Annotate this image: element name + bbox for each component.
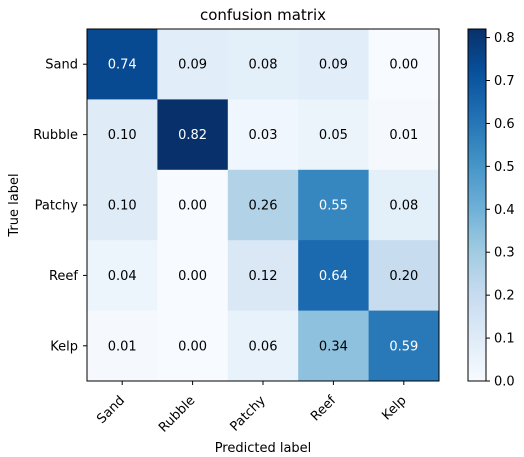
cell-value-label: 0.03 <box>249 128 278 143</box>
cell-value-label: 0.10 <box>108 128 137 143</box>
heatmap-cell <box>157 29 229 100</box>
x-tick-label: Sand <box>94 393 128 427</box>
heatmap-cell <box>368 99 440 171</box>
heatmap-cell <box>298 240 370 312</box>
heatmap-cell <box>87 99 158 171</box>
cell-value-label: 0.01 <box>108 339 137 354</box>
heatmap-cell <box>368 169 440 241</box>
heatmap-cell <box>157 240 229 312</box>
heatmap-cell <box>157 99 229 171</box>
y-tick-label: Kelp <box>50 339 78 354</box>
x-axis: Sand Rubble Patchy Reef Kelp <box>94 381 410 436</box>
cell-value-label: 0.00 <box>178 339 207 354</box>
heatmap-cell <box>227 29 299 100</box>
heatmap-cell <box>227 169 299 241</box>
colorbar-tick-label: 0.4 <box>494 203 515 218</box>
heatmap-cell <box>87 240 158 312</box>
colorbar-tick-label: 0.8 <box>494 31 515 46</box>
colorbar-tick-label: 0.3 <box>494 246 515 261</box>
cell-value-label: 0.09 <box>178 58 207 73</box>
cell-value-label: 0.55 <box>319 199 348 214</box>
x-tick-label: Rubble <box>156 393 198 435</box>
heatmap-cell <box>157 310 229 382</box>
colorbar-tick-label: 0.6 <box>494 117 515 132</box>
cell-value-label: 0.59 <box>389 339 418 354</box>
colorbar-tick-label: 0.0 <box>494 375 515 390</box>
cell-value-label: 0.12 <box>249 269 278 284</box>
x-tick-label: Kelp <box>379 393 409 423</box>
colorbar-tick-label: 0.1 <box>494 332 515 347</box>
colorbar-tick-label: 0.2 <box>494 289 515 304</box>
cell-value-label: 0.08 <box>389 199 418 214</box>
cell-value-label: 0.04 <box>108 269 137 284</box>
cell-value-label: 0.64 <box>319 269 348 284</box>
cell-value-label: 0.08 <box>249 58 278 73</box>
colorbar <box>468 29 486 381</box>
cell-value-label: 0.00 <box>178 199 207 214</box>
y-axis: Sand Rubble Patchy Reef Kelp <box>33 58 87 354</box>
heatmap-cell <box>87 169 158 241</box>
cell-value-label: 0.26 <box>249 199 278 214</box>
colorbar-tick-label: 0.7 <box>494 74 515 89</box>
cell-value-label: 0.05 <box>319 128 348 143</box>
cell-value-label: 0.01 <box>389 128 418 143</box>
heatmap-cell <box>298 99 370 171</box>
y-tick-label: Patchy <box>35 199 79 214</box>
heatmap-cell <box>298 29 370 100</box>
cell-value-label: 0.74 <box>108 58 137 73</box>
heatmap-cell <box>368 310 440 382</box>
heatmap-cell <box>298 169 370 241</box>
cell-value-label: 0.06 <box>249 339 278 354</box>
heatmap-cell <box>87 310 158 382</box>
cell-value-label: 0.82 <box>178 128 207 143</box>
heatmap-cell <box>227 240 299 312</box>
cell-value-label: 0.00 <box>178 269 207 284</box>
chart-title: confusion matrix <box>200 6 326 24</box>
heatmap-cell <box>87 29 158 100</box>
cell-value-label: 0.10 <box>108 199 137 214</box>
cell-value-label: 0.09 <box>319 58 348 73</box>
cell-value-label: 0.34 <box>319 339 348 354</box>
x-tick-label: Reef <box>308 393 339 424</box>
y-tick-label: Reef <box>49 269 78 284</box>
cell-value-label: 0.20 <box>389 269 418 284</box>
heatmap-cell <box>368 29 440 100</box>
colorbar-axis: 0.0 0.1 0.2 0.3 0.4 0.5 0.6 0.7 0.8 <box>486 31 515 390</box>
y-tick-label: Sand <box>45 58 78 73</box>
heatmap-cell <box>298 310 370 382</box>
heatmap-cell <box>368 240 440 312</box>
heatmap-cell <box>157 169 229 241</box>
y-tick-label: Rubble <box>33 128 78 143</box>
heatmap-cells: 0.74 0.09 0.08 0.09 0.00 0.10 0.82 0.03 0.05 0.01… <box>87 29 440 382</box>
x-tick-label: Patchy <box>228 393 270 435</box>
heatmap-cell <box>227 310 299 382</box>
y-axis-label: True label <box>7 173 22 237</box>
heatmap-cell <box>227 99 299 171</box>
x-axis-label: Predicted label <box>215 441 312 456</box>
colorbar-tick-label: 0.5 <box>494 160 515 175</box>
cell-value-label: 0.00 <box>389 58 418 73</box>
colorbar-frame <box>467 28 487 382</box>
